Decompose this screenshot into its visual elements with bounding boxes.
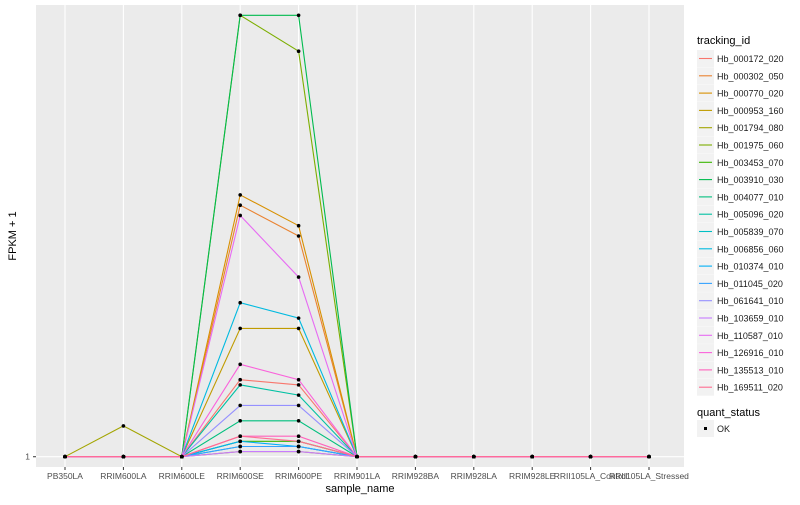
legend: tracking_id Hb_000172_020Hb_000302_050Hb… (697, 35, 784, 437)
data-point (296, 49, 301, 53)
data-point (238, 203, 242, 207)
data-point (238, 193, 242, 197)
data-point (296, 449, 301, 454)
data-point (238, 439, 242, 444)
data-point (296, 434, 301, 439)
data-point (238, 434, 242, 439)
data-point (296, 383, 301, 387)
x-tick-label: RRIM928LE (509, 471, 556, 481)
y-tick-label: 1 (25, 452, 30, 462)
data-point (296, 377, 301, 382)
data-point (238, 444, 242, 449)
legend-label: Hb_005096_020 (717, 210, 784, 220)
legend-label: Hb_006856_060 (717, 244, 784, 254)
legend-label: Hb_000302_050 (717, 71, 784, 81)
x-tick-label: PB350LA (47, 471, 83, 481)
legend-label: Hb_000172_020 (717, 54, 784, 64)
data-point (296, 234, 301, 238)
series-points (63, 13, 651, 459)
data-point (296, 439, 301, 444)
data-point (238, 13, 242, 18)
legend-status-title: quant_status (697, 407, 760, 419)
data-point (238, 383, 242, 387)
data-point (296, 223, 301, 228)
data-point (238, 377, 242, 382)
x-tick-label: RRIM600LA (100, 471, 147, 481)
x-tick-label: RRII105LA_Control (554, 471, 628, 481)
legend-label: Hb_103659_010 (717, 314, 784, 324)
data-point (180, 454, 184, 459)
legend-status-label: OK (717, 424, 730, 434)
legend-label: Hb_135513_010 (717, 365, 784, 375)
legend-items: Hb_000172_020 Hb_000302_050 Hb_000770_020 H… (697, 50, 784, 396)
legend-label: Hb_011045_020 (717, 279, 783, 289)
data-point (296, 13, 301, 18)
legend-label: Hb_169511_020 (717, 383, 783, 393)
legend-label: Hb_001975_060 (717, 141, 784, 151)
x-tick-label: RRIM928BA (392, 471, 440, 481)
legend-label: Hb_061641_010 (717, 296, 784, 306)
legend-label: Hb_000953_160 (717, 106, 784, 116)
plot-panel (36, 5, 684, 467)
x-tick-label: RRIM901LA (334, 471, 381, 481)
data-point (472, 454, 476, 459)
data-point (296, 326, 301, 331)
x-axis-title: sample_name (325, 483, 394, 495)
data-point (296, 393, 301, 397)
x-tick-label: RRIM928LA (451, 471, 498, 481)
data-point (238, 326, 242, 331)
y-axis-title: FPKM + 1 (7, 211, 19, 260)
data-point (530, 454, 534, 459)
legend-label: Hb_003453_070 (717, 158, 784, 168)
data-point (121, 454, 126, 459)
legend-label: Hb_003910_030 (717, 175, 784, 185)
x-tick-label: RRII105LA_Stressed (609, 471, 689, 481)
data-point (238, 419, 242, 423)
legend-status-point (704, 427, 707, 430)
data-point (647, 454, 651, 459)
legend-label: Hb_000770_020 (717, 89, 784, 99)
data-point (238, 213, 242, 218)
legend-title: tracking_id (697, 35, 750, 47)
x-tick-label: RRIM600SE (217, 471, 265, 481)
data-point (413, 454, 418, 459)
data-point (296, 316, 301, 320)
data-point (238, 300, 242, 305)
x-axis: PB350LA RRIM600LA RRIM600LE RRIM600SE RRIM60… (47, 467, 689, 481)
y-axis: 1 (25, 452, 36, 462)
legend-label: Hb_001794_080 (717, 123, 784, 133)
legend-label: Hb_110587_010 (717, 331, 783, 341)
data-point (296, 403, 301, 408)
legend-label: Hb_004077_010 (717, 192, 784, 202)
data-point (63, 454, 67, 459)
data-point (296, 275, 301, 279)
data-point (296, 444, 301, 449)
data-point (238, 449, 242, 454)
data-point (355, 454, 359, 459)
x-tick-label: RRIM600LE (159, 471, 206, 481)
data-point (121, 424, 126, 428)
data-point (238, 362, 242, 367)
legend-label: Hb_010374_010 (717, 262, 784, 272)
data-point (296, 419, 301, 423)
data-point (588, 454, 593, 459)
legend-label: Hb_126916_010 (717, 348, 784, 358)
x-tick-label: RRIM600PE (275, 471, 323, 481)
data-point (238, 403, 242, 408)
legend-label: Hb_005839_070 (717, 227, 784, 237)
